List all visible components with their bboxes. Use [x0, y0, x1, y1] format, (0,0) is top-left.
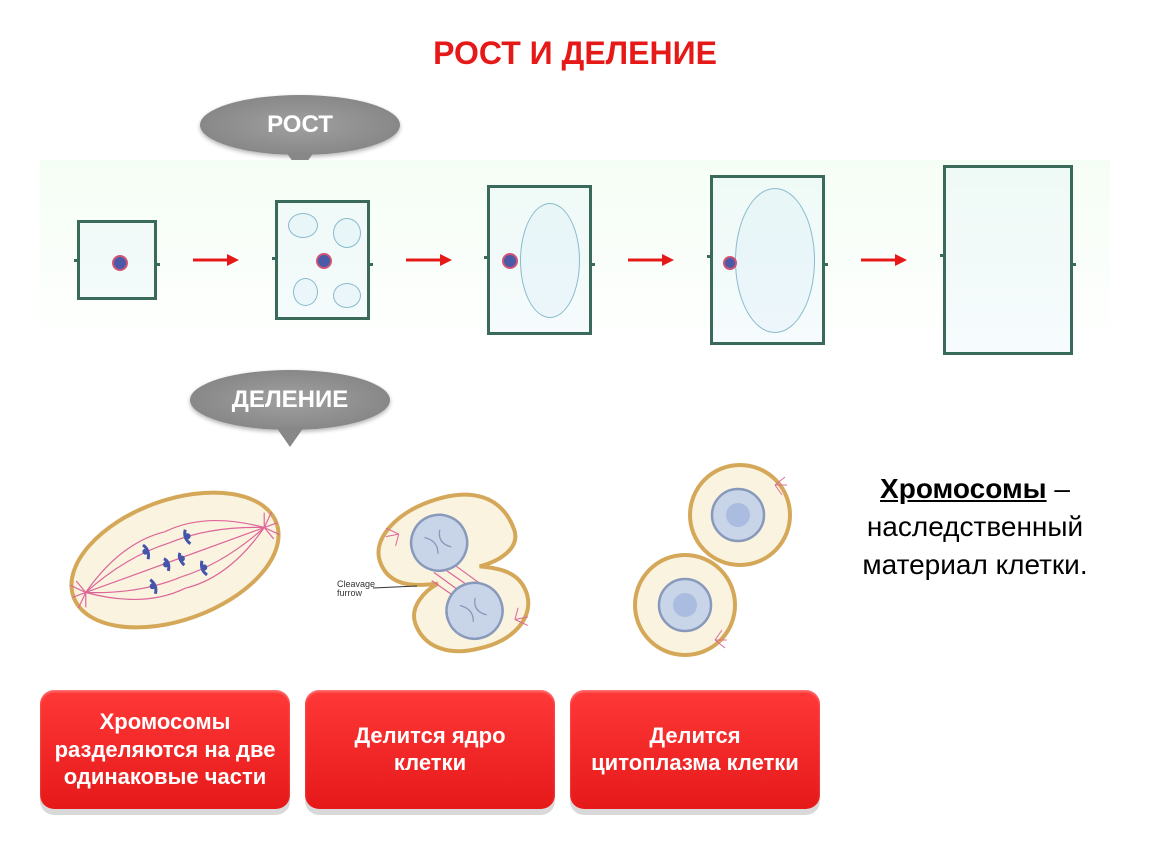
division-stage-1 [60, 480, 290, 640]
plant-cell-stage [77, 220, 157, 300]
division-diagram-row: Cleavage furrow [60, 450, 820, 670]
growth-pill-label: РОСТ [267, 111, 333, 139]
chromosome-definition: Хромосомы – наследственный материал клет… [840, 470, 1110, 583]
cleavage-furrow-label: Cleavage furrow [337, 580, 377, 598]
division-pill: ДЕЛЕНИЕ [190, 370, 390, 430]
growth-arrow-icon [859, 250, 909, 270]
plant-cell-stage [487, 185, 592, 335]
growth-pill: РОСТ [200, 95, 400, 155]
division-stage-2 [335, 458, 565, 658]
plant-cell-stage [943, 165, 1073, 355]
growth-arrow-icon [191, 250, 241, 270]
growth-arrow-icon [626, 250, 676, 270]
growth-arrow-icon [404, 250, 454, 270]
plant-cell-stage [275, 200, 370, 320]
division-stage-2-wrap: Cleavage furrow [335, 458, 565, 663]
division-steps-row: Хромосомы разделяются на две одинаковые … [40, 690, 820, 809]
division-step-box: Делится цитоплазма клетки [570, 690, 820, 809]
division-stage-3 [610, 455, 820, 665]
division-step-box: Делится ядро клетки [305, 690, 555, 809]
division-pill-label: ДЕЛЕНИЕ [232, 386, 349, 414]
plant-cell-stage [710, 175, 825, 345]
chromosome-term: Хромосомы [880, 473, 1047, 504]
division-pill-arrow [276, 427, 304, 447]
growth-sequence-panel [40, 160, 1110, 360]
page-title: РОСТ И ДЕЛЕНИЕ [0, 0, 1150, 72]
division-step-box: Хромосомы разделяются на две одинаковые … [40, 690, 290, 809]
